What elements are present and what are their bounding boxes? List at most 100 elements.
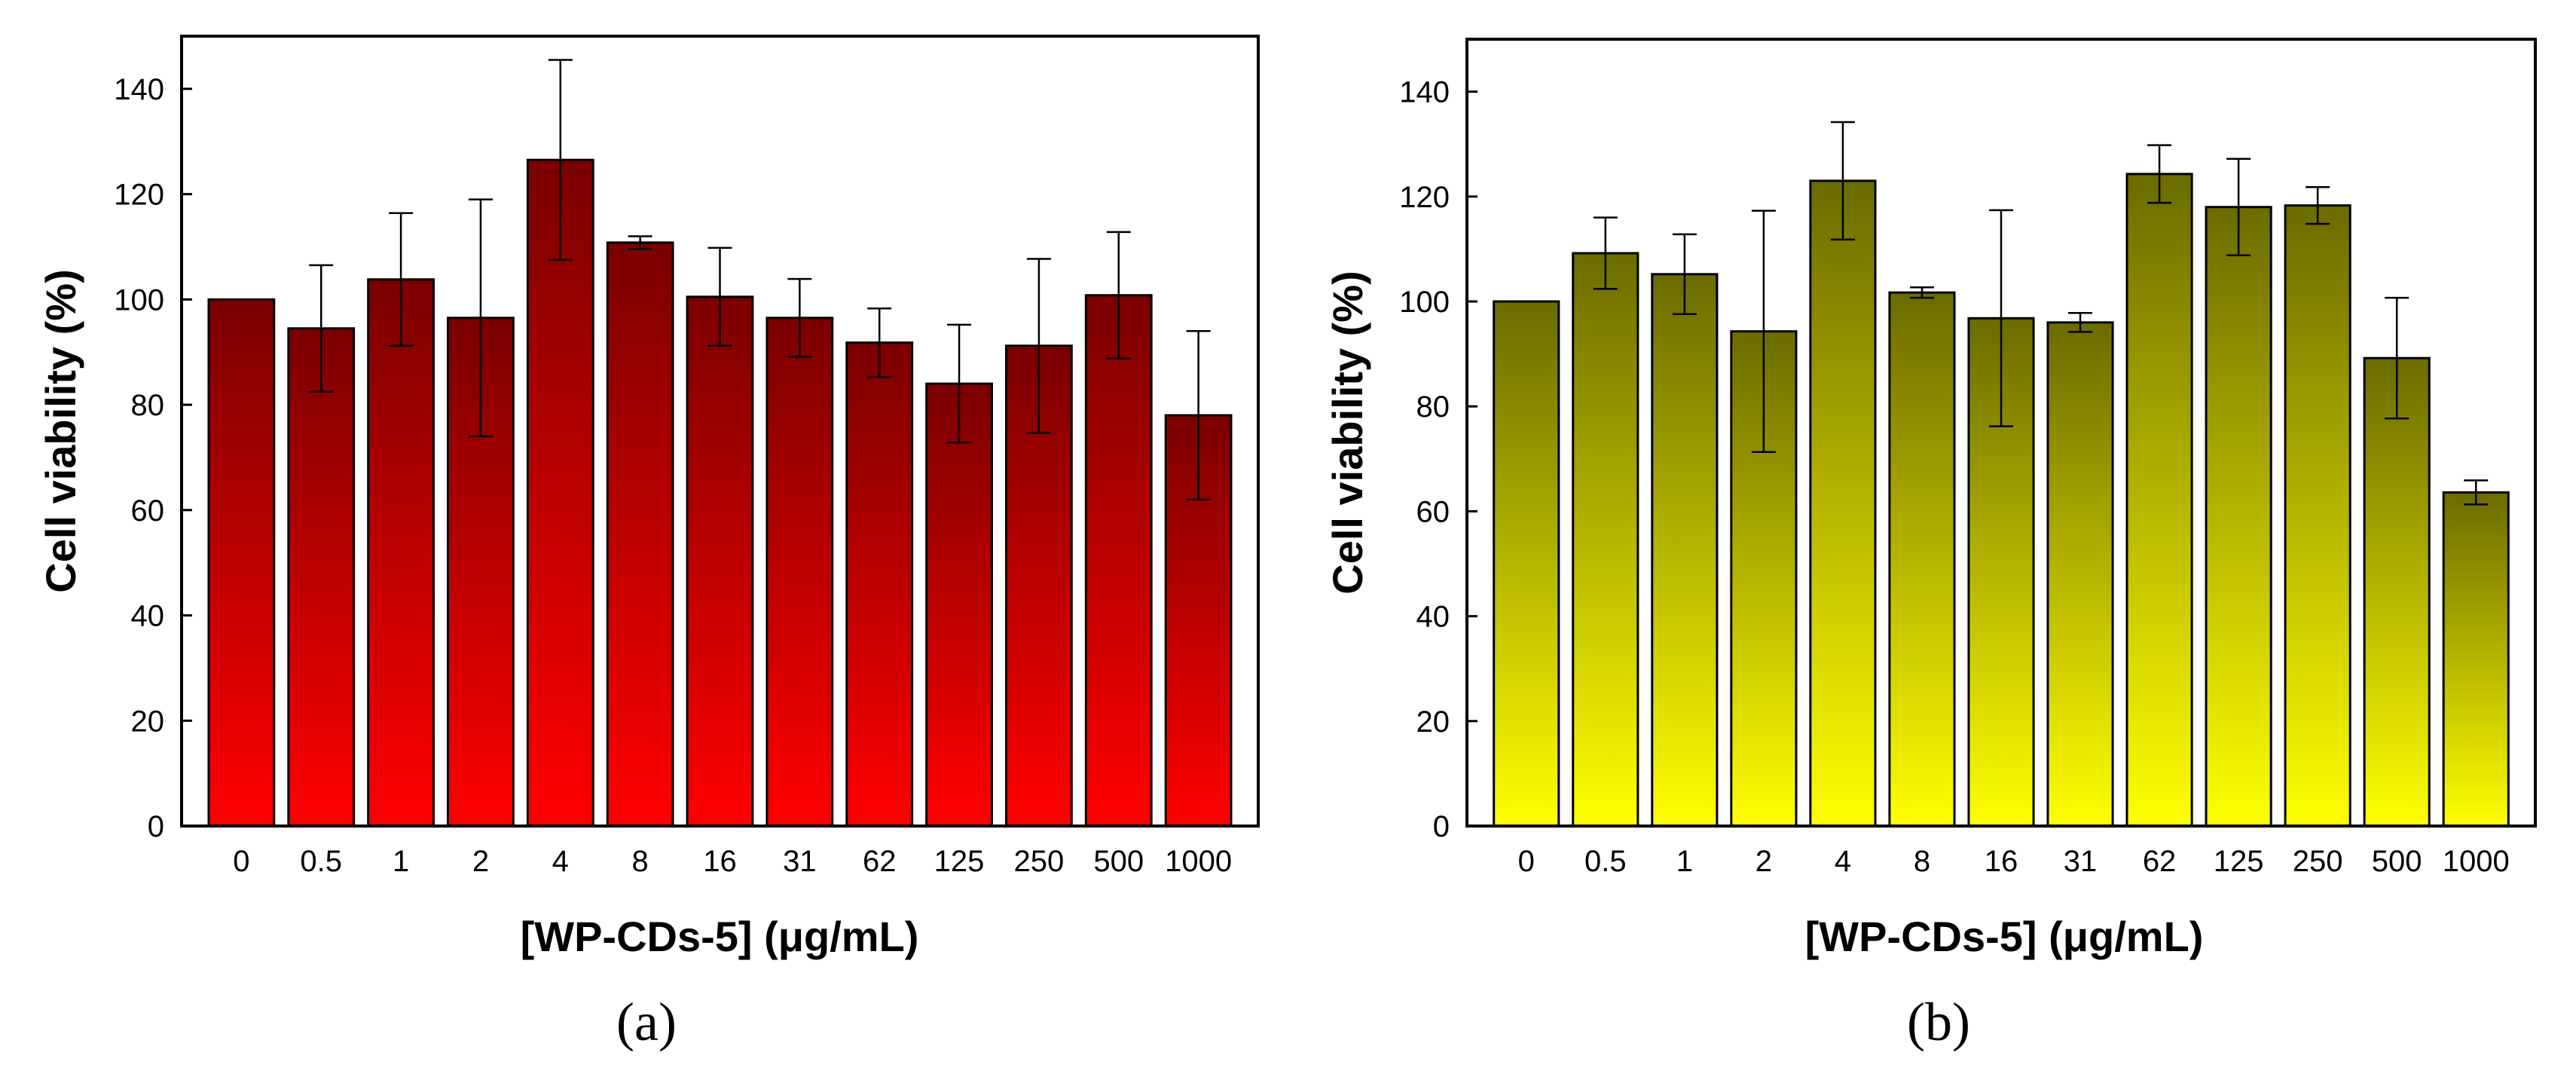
bar-b-0 bbox=[1493, 300, 1560, 828]
bar-b-250 bbox=[2284, 204, 2351, 828]
y-tick-label-b-40: 40 bbox=[1416, 601, 1450, 634]
bar-a-62 bbox=[845, 341, 914, 828]
error-bar-a-250 bbox=[1026, 258, 1051, 434]
x-tick-label-b-0.5: 0.5 bbox=[1584, 845, 1627, 878]
y-tick-label-b-60: 60 bbox=[1416, 495, 1450, 528]
x-tick-label-a-4: 4 bbox=[552, 845, 569, 878]
plot-frame-a bbox=[180, 35, 1260, 828]
y-tick-label-a-100: 100 bbox=[114, 283, 164, 317]
error-bar-a-4 bbox=[548, 59, 573, 262]
bar-a-500 bbox=[1084, 294, 1153, 828]
bar-b-4 bbox=[1809, 179, 1877, 828]
x-tick-label-b-2: 2 bbox=[1756, 845, 1772, 878]
error-bar-b-1 bbox=[1672, 233, 1697, 315]
x-tick-label-b-62: 62 bbox=[2143, 845, 2177, 878]
x-tick-label-a-0.5: 0.5 bbox=[300, 845, 342, 878]
y-axis-title-a: Cell viability (%) bbox=[37, 269, 84, 592]
error-bar-b-8 bbox=[1909, 286, 1934, 299]
chart-panel-b: 0 20 40 60 80 100 120 140 0 0.5 1 2 4 8 16 31 62 125 250 5… bbox=[1324, 38, 2537, 1052]
bar-a-0.5 bbox=[287, 327, 356, 828]
bar-b-0.5 bbox=[1572, 252, 1639, 828]
y-tick-label-a-80: 80 bbox=[131, 389, 165, 422]
error-bar-b-31 bbox=[2068, 312, 2093, 333]
error-bar-b-125 bbox=[2226, 158, 2251, 257]
y-tick-label-a-20: 20 bbox=[131, 705, 165, 738]
y-tick-label-a-60: 60 bbox=[131, 494, 165, 528]
y-tick-label-b-0: 0 bbox=[1433, 810, 1450, 843]
x-ticks-group-a: 0 0.5 1 2 4 8 16 31 62 125 250 500 1000 bbox=[233, 845, 1232, 878]
bar-a-2 bbox=[447, 317, 515, 828]
plot-frame-b bbox=[1465, 38, 2537, 828]
x-tick-label-a-1000: 1000 bbox=[1165, 845, 1232, 878]
chart-panel-a: 0 20 40 60 80 100 120 140 0 0.5 1 2 4 8 16 31 62 125 250 5… bbox=[37, 35, 1260, 1052]
x-tick-label-a-2: 2 bbox=[472, 845, 489, 878]
error-bar-b-2 bbox=[1751, 210, 1776, 454]
error-bar-a-2 bbox=[468, 198, 493, 438]
bar-b-31 bbox=[2046, 321, 2114, 828]
x-tick-label-b-16: 16 bbox=[1985, 845, 2018, 878]
y-tick-label-a-120: 120 bbox=[114, 179, 164, 212]
error-bar-b-250 bbox=[2306, 186, 2330, 225]
y-tick-label-b-20: 20 bbox=[1416, 705, 1450, 739]
bar-a-0 bbox=[207, 298, 276, 828]
y-ticks-group-a: 0 20 40 60 80 100 120 140 bbox=[114, 73, 192, 843]
error-bar-a-8 bbox=[628, 235, 652, 250]
y-tick-label-b-100: 100 bbox=[1399, 286, 1450, 319]
x-tick-label-b-31: 31 bbox=[2064, 845, 2098, 878]
bar-a-31 bbox=[765, 317, 834, 828]
error-bar-b-62 bbox=[2147, 144, 2172, 204]
x-tick-label-b-1: 1 bbox=[1676, 845, 1693, 878]
panel-label-a: (a) bbox=[616, 992, 677, 1052]
bar-a-125 bbox=[925, 382, 993, 828]
bar-b-1000 bbox=[2442, 491, 2510, 828]
x-tick-label-b-0: 0 bbox=[1518, 845, 1535, 878]
error-bar-b-1000 bbox=[2464, 479, 2489, 506]
x-tick-label-a-0: 0 bbox=[233, 845, 249, 878]
x-tick-label-a-500: 500 bbox=[1093, 845, 1144, 878]
bar-a-8 bbox=[606, 241, 674, 828]
bar-b-1 bbox=[1651, 273, 1719, 828]
y-ticks-group-b: 0 20 40 60 80 100 120 140 bbox=[1399, 76, 1477, 843]
x-axis-title-b: [WP-CDs-5] (μg/mL) bbox=[1805, 913, 2204, 960]
y-tick-label-a-40: 40 bbox=[131, 600, 165, 633]
x-ticks-group-b: 0 0.5 1 2 4 8 16 31 62 125 250 500 1000 bbox=[1518, 845, 2510, 878]
error-bar-b-0.5 bbox=[1593, 216, 1618, 290]
bar-b-125 bbox=[2205, 206, 2272, 828]
y-tick-label-b-140: 140 bbox=[1399, 76, 1450, 109]
x-tick-label-b-1000: 1000 bbox=[2443, 845, 2510, 878]
x-tick-label-a-125: 125 bbox=[934, 845, 985, 878]
error-bar-a-0.5 bbox=[309, 264, 334, 393]
error-bar-a-1000 bbox=[1186, 330, 1211, 501]
x-tick-label-a-8: 8 bbox=[632, 845, 649, 878]
error-bar-a-16 bbox=[707, 246, 732, 347]
error-bar-a-500 bbox=[1106, 231, 1131, 359]
x-tick-label-b-125: 125 bbox=[2214, 845, 2264, 878]
error-bars-group-b bbox=[1593, 121, 2489, 506]
error-bar-a-62 bbox=[867, 307, 892, 378]
x-tick-label-a-62: 62 bbox=[863, 845, 897, 878]
x-axis-title-a: [WP-CDs-5] (μg/mL) bbox=[521, 913, 919, 960]
error-bar-a-31 bbox=[787, 277, 812, 358]
bars-group-a bbox=[207, 158, 1233, 828]
x-tick-label-a-16: 16 bbox=[703, 845, 737, 878]
error-bar-a-1 bbox=[389, 212, 414, 347]
x-tick-label-b-250: 250 bbox=[2293, 845, 2343, 878]
y-axis-title-b: Cell viability (%) bbox=[1324, 271, 1371, 594]
panel-label-b: (b) bbox=[1907, 992, 1970, 1052]
error-bars-group-a bbox=[309, 59, 1211, 501]
x-tick-label-a-250: 250 bbox=[1014, 845, 1065, 878]
error-bar-b-16 bbox=[1989, 209, 2013, 427]
x-tick-label-b-500: 500 bbox=[2372, 845, 2422, 878]
y-tick-label-b-80: 80 bbox=[1416, 390, 1450, 424]
error-bar-a-125 bbox=[947, 323, 972, 444]
x-tick-label-a-1: 1 bbox=[393, 845, 409, 878]
error-bar-b-500 bbox=[2385, 296, 2409, 420]
bar-a-1 bbox=[367, 278, 435, 828]
x-tick-label-a-31: 31 bbox=[783, 845, 817, 878]
bar-b-8 bbox=[1888, 291, 1956, 828]
bar-a-16 bbox=[686, 295, 754, 828]
x-tick-label-b-8: 8 bbox=[1914, 845, 1930, 878]
y-tick-label-a-0: 0 bbox=[148, 810, 164, 843]
error-bar-b-4 bbox=[1830, 121, 1855, 241]
